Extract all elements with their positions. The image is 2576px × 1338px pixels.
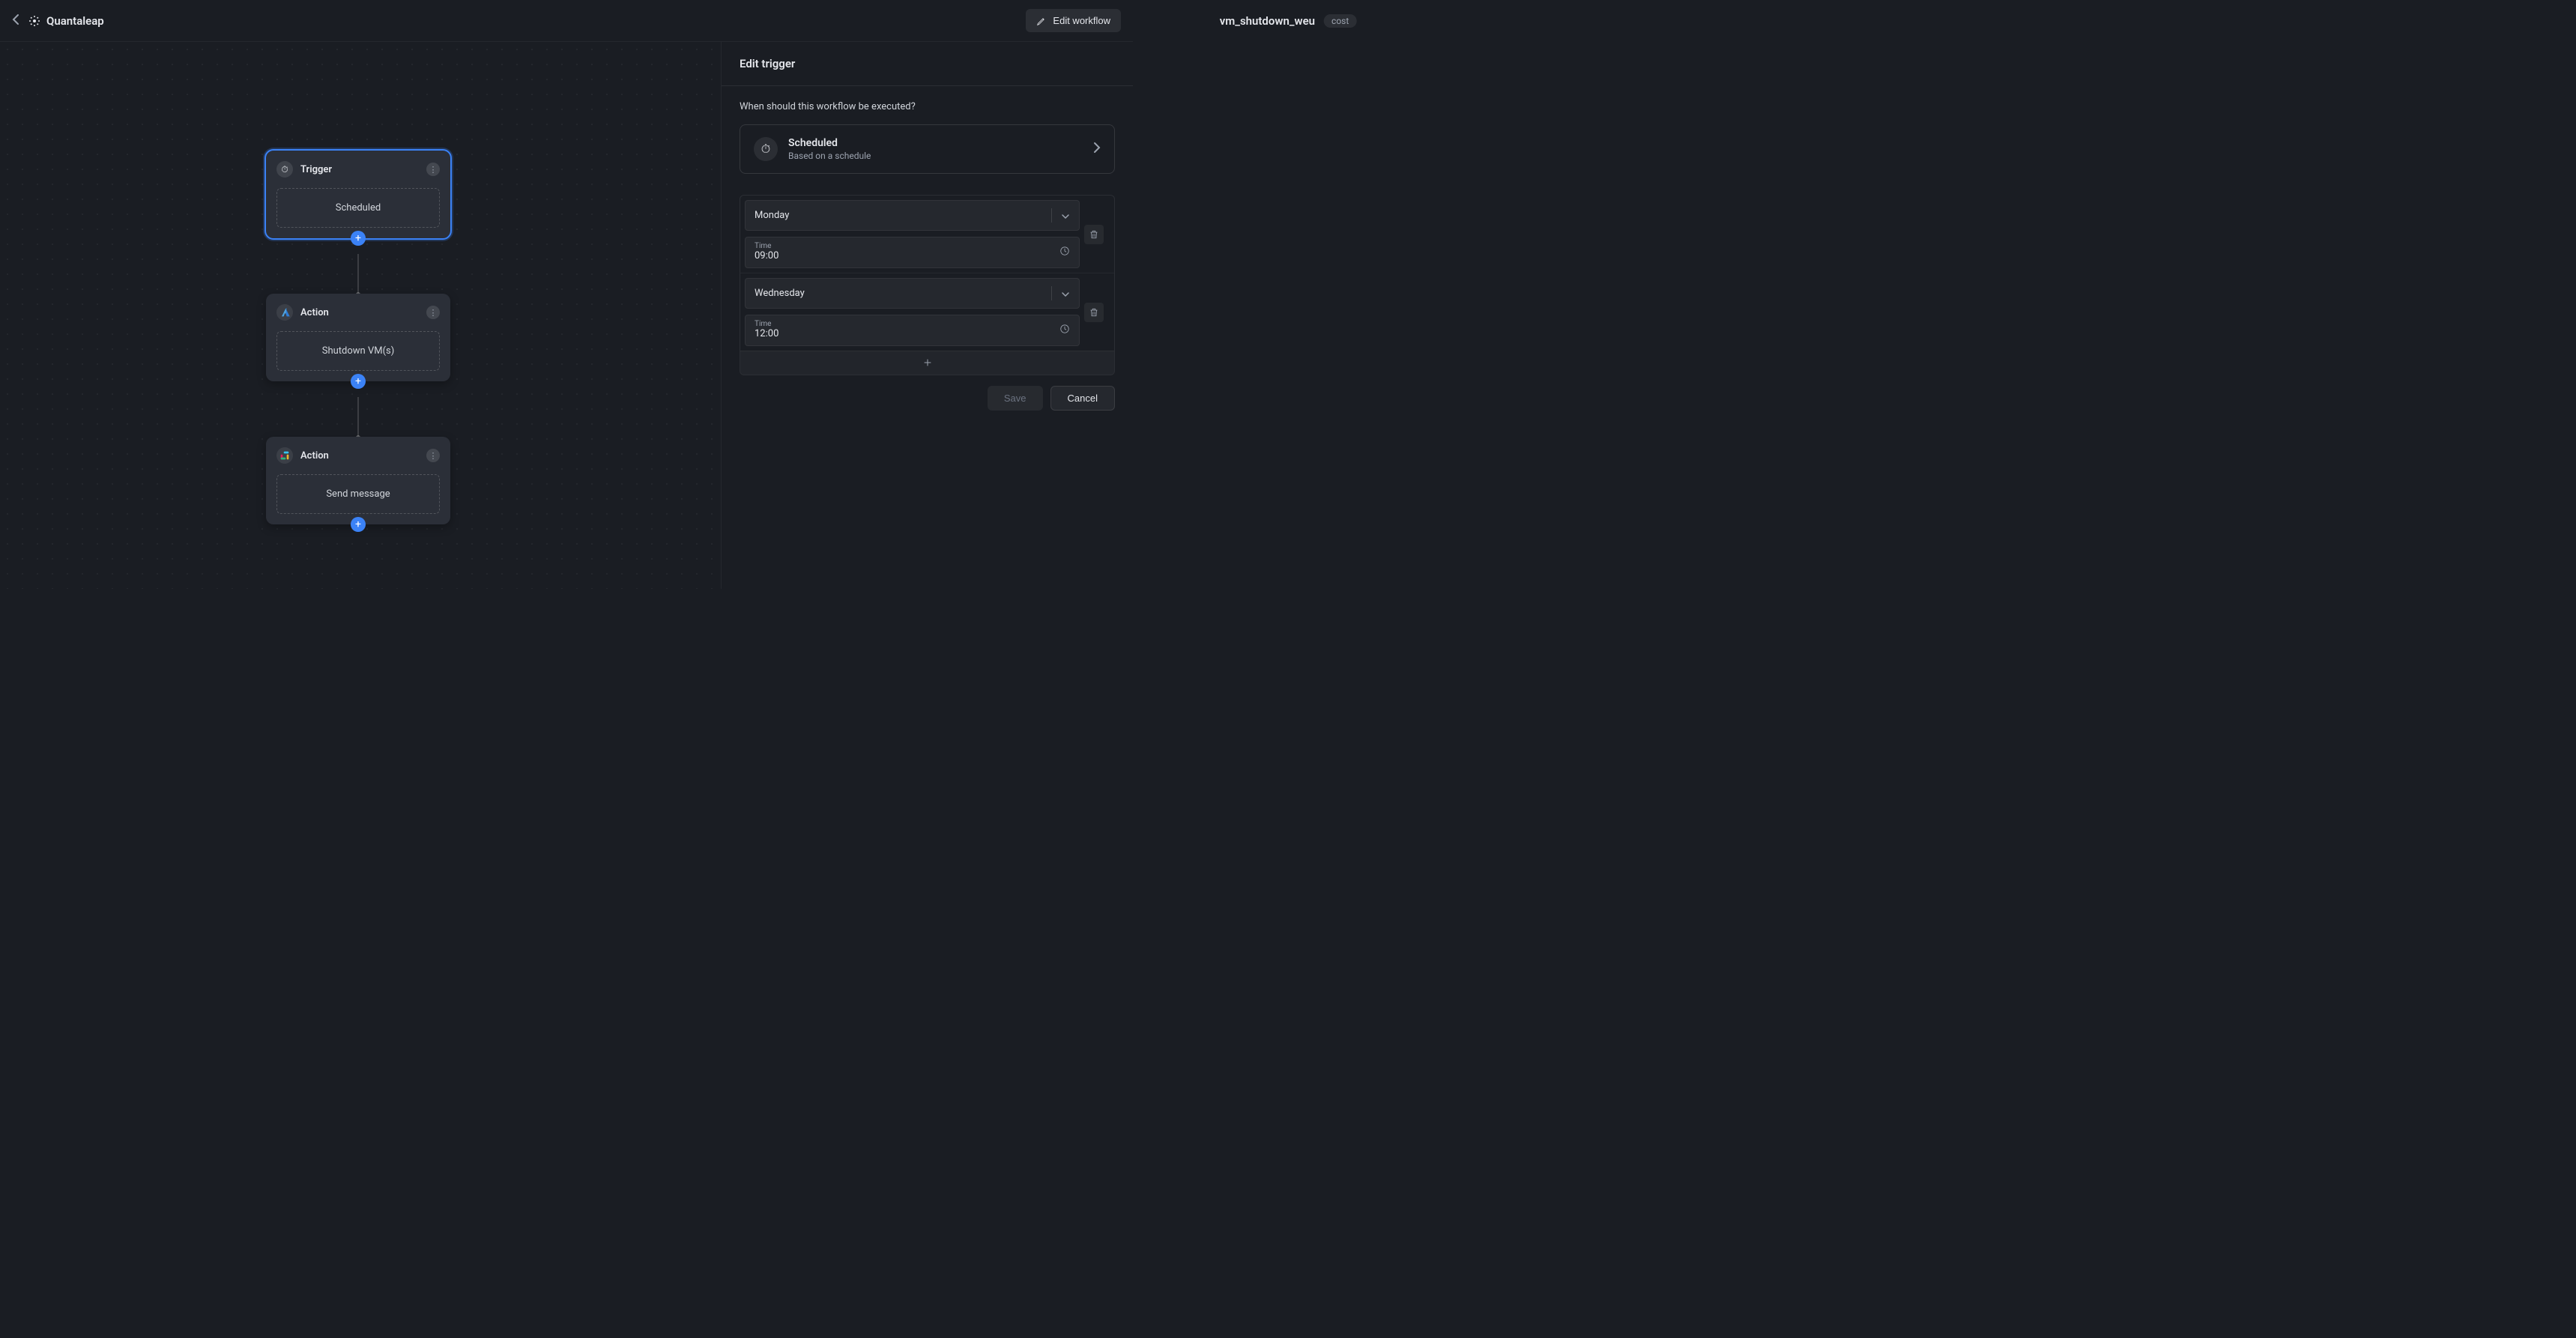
header: Quantaleap vm_shutdown_weu cost Edit wor… (0, 0, 1133, 42)
node-body[interactable]: Scheduled (276, 188, 440, 228)
schedule-block: Monday Time 09:00 (740, 196, 1114, 273)
stopwatch-icon: ⏱ (276, 161, 293, 178)
trash-icon (1089, 307, 1099, 318)
logo-text: Quantaleap (46, 14, 104, 28)
pencil-icon (1036, 16, 1047, 26)
workflow-tag: cost (1324, 14, 1356, 28)
clock-icon (1059, 323, 1070, 337)
trigger-type-text: Scheduled Based on a schedule (788, 137, 1083, 161)
panel-title: Edit trigger (740, 57, 1115, 70)
add-step-button[interactable]: + (351, 374, 366, 389)
back-icon[interactable] (12, 13, 19, 28)
time-value: 12:00 (755, 328, 778, 339)
node-trigger[interactable]: ⏱ Trigger ⋮ Scheduled + (266, 151, 450, 238)
node-title: Action (300, 307, 419, 318)
add-schedule-button[interactable] (740, 351, 1114, 375)
workflow-name: vm_shutdown_weu (1220, 14, 1315, 28)
main: ⏱ Trigger ⋮ Scheduled + Action ⋮ Shutdow… (0, 42, 1133, 589)
node-header: Action ⋮ (276, 447, 440, 464)
node-title: Action (300, 450, 419, 461)
node-action-azure[interactable]: Action ⋮ Shutdown VM(s) + (266, 294, 450, 381)
panel-footer: Save Cancel (740, 386, 1115, 411)
trigger-type-title: Scheduled (788, 137, 1083, 149)
time-label: Time (755, 242, 778, 250)
side-panel: Edit trigger When should this workflow b… (721, 42, 1133, 589)
node-header: Action ⋮ (276, 304, 440, 321)
logo[interactable]: Quantaleap (28, 14, 104, 28)
trash-icon (1089, 229, 1099, 240)
node-title: Trigger (300, 164, 419, 175)
node-action-slack[interactable]: Action ⋮ Send message + (266, 437, 450, 524)
chevron-down-icon (1051, 208, 1070, 223)
node-header: ⏱ Trigger ⋮ (276, 161, 440, 178)
edit-workflow-label: Edit workflow (1053, 15, 1110, 26)
schedule-block: Wednesday Time 12:00 (740, 273, 1114, 351)
panel-body: When should this workflow be executed? ⏱… (722, 86, 1133, 589)
connector (357, 254, 359, 293)
day-select[interactable]: Monday (745, 200, 1080, 231)
azure-icon (276, 304, 293, 321)
node-body[interactable]: Shutdown VM(s) (276, 331, 440, 371)
trigger-type-card[interactable]: ⏱ Scheduled Based on a schedule (740, 124, 1115, 174)
schedule-container: Monday Time 09:00 (740, 195, 1115, 375)
node-body[interactable]: Send message (276, 474, 440, 514)
delete-schedule-button[interactable] (1084, 303, 1104, 322)
plus-icon (923, 358, 932, 367)
time-input[interactable]: Time 12:00 (745, 315, 1080, 346)
node-menu-icon[interactable]: ⋮ (426, 163, 440, 176)
panel-question: When should this workflow be executed? (740, 101, 1115, 112)
time-input[interactable]: Time 09:00 (745, 237, 1080, 268)
edit-workflow-button[interactable]: Edit workflow (1026, 9, 1121, 32)
cancel-button[interactable]: Cancel (1050, 386, 1115, 411)
chevron-right-icon (1093, 142, 1101, 157)
stopwatch-icon: ⏱ (754, 137, 778, 161)
day-select[interactable]: Wednesday (745, 278, 1080, 309)
connector (357, 397, 359, 436)
slack-icon (276, 447, 293, 464)
day-value: Monday (755, 210, 789, 221)
day-value: Wednesday (755, 288, 805, 299)
logo-icon (28, 15, 40, 27)
add-step-button[interactable]: + (351, 231, 366, 246)
time-value: 09:00 (755, 250, 778, 261)
panel-header: Edit trigger (722, 42, 1133, 86)
clock-icon (1059, 245, 1070, 259)
time-label: Time (755, 320, 778, 328)
node-menu-icon[interactable]: ⋮ (426, 306, 440, 319)
trigger-type-desc: Based on a schedule (788, 151, 1083, 161)
save-button[interactable]: Save (988, 386, 1043, 411)
node-menu-icon[interactable]: ⋮ (426, 449, 440, 462)
add-step-button[interactable]: + (351, 517, 366, 532)
header-left: Quantaleap (12, 13, 104, 28)
chevron-down-icon (1051, 286, 1070, 300)
header-center: vm_shutdown_weu cost (1220, 14, 1357, 28)
delete-schedule-button[interactable] (1084, 225, 1104, 244)
canvas[interactable]: ⏱ Trigger ⋮ Scheduled + Action ⋮ Shutdow… (0, 42, 721, 589)
